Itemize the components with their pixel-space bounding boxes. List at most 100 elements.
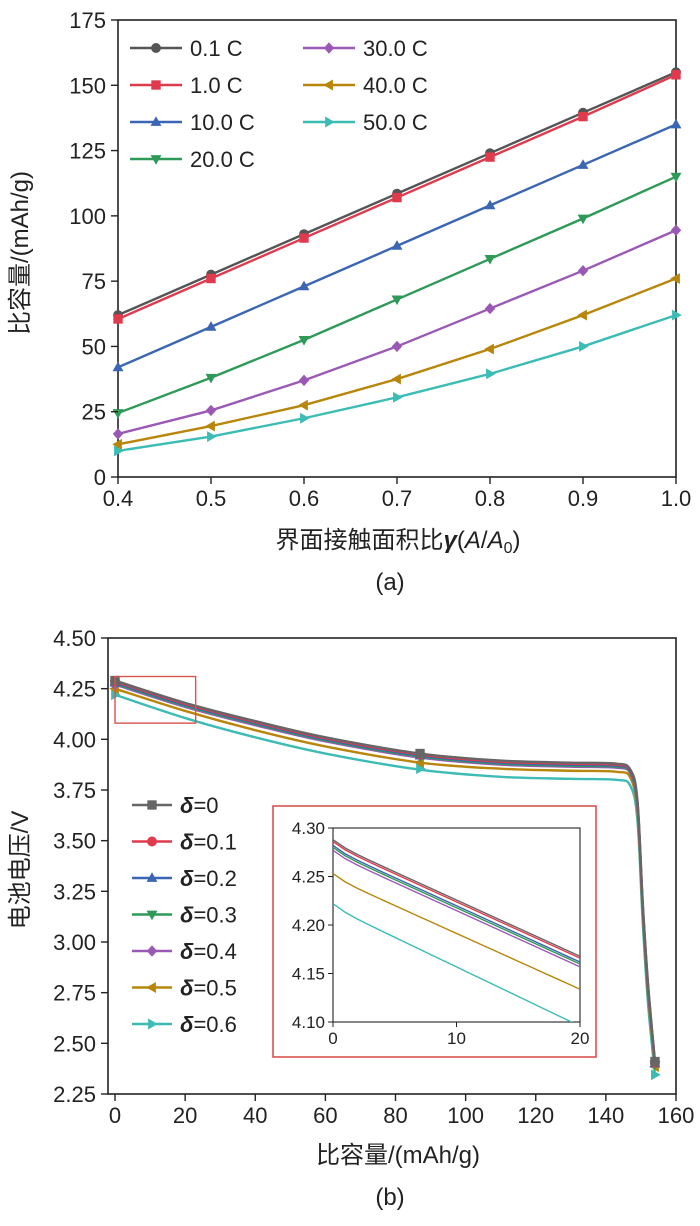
legend-label: δ=0.2	[180, 866, 237, 891]
y-tick-label: 175	[69, 8, 106, 33]
data-point	[298, 399, 308, 411]
data-point	[298, 336, 310, 346]
y-tick-label: 3.50	[53, 829, 96, 854]
legend-entry: 20.0 C	[130, 147, 255, 172]
series-20-0-C	[112, 172, 682, 419]
legend-entry: δ=0.6	[132, 1012, 237, 1037]
x-tick-label: 160	[658, 1103, 695, 1128]
legend-swatch-marker	[323, 42, 335, 54]
inset-x-tick-label: 20	[571, 1029, 590, 1048]
inset-line	[333, 841, 580, 959]
data-point	[391, 295, 403, 306]
x-tick-label: 40	[243, 1103, 267, 1128]
x-axis-title-var: A	[463, 527, 481, 554]
y-tick-label: 4.25	[53, 677, 96, 702]
y-tick-label: 100	[69, 204, 106, 229]
legend-entry: δ=0.5	[132, 976, 237, 1001]
legend-label: δ=0.4	[180, 939, 237, 964]
legend-delta-symbol: δ	[180, 1012, 194, 1037]
legend-label: δ=0.5	[180, 976, 237, 1001]
y-tick-label: 4.50	[53, 626, 96, 651]
data-point	[578, 111, 588, 122]
legend-swatch-marker	[151, 80, 161, 90]
legend-entry: 1.0 C	[130, 73, 243, 98]
data-point	[415, 748, 425, 759]
legend-delta-symbol: δ	[180, 976, 194, 1001]
data-point	[112, 361, 124, 372]
panel-b-label: (b)	[375, 1184, 404, 1211]
legend-entry: δ=0.3	[132, 903, 237, 928]
panel-a: 0.4 0.5 0.6 0.7 0.8 0.9 1.0 0 25 50 75 100 125 150 175…	[7, 8, 691, 596]
inset-line	[333, 839, 580, 957]
data-point	[484, 199, 496, 210]
data-point	[114, 445, 124, 457]
legend-delta-value: =0.5	[193, 976, 236, 1001]
y-tick-label: 2.25	[53, 1082, 96, 1107]
data-point	[112, 428, 124, 440]
x-tick-label: 0.9	[568, 486, 599, 511]
data-point	[298, 374, 310, 387]
panel-b-plot-area	[107, 637, 677, 1095]
panel-b-y-axis-title: 电池电压/V	[7, 811, 34, 930]
legend-label: 0.1 C	[190, 36, 243, 61]
x-tick-label: 0.5	[196, 486, 227, 511]
y-tick-label: 75	[82, 269, 106, 294]
data-point	[113, 314, 123, 324]
legend-delta-symbol: δ	[180, 866, 194, 891]
data-point	[205, 420, 215, 432]
legend-swatch-marker	[150, 116, 162, 126]
legend-delta-symbol: δ	[180, 939, 194, 964]
x-tick-label: 80	[383, 1103, 407, 1128]
x-tick-label: 100	[447, 1103, 484, 1128]
x-tick-label: 120	[517, 1103, 554, 1128]
legend-entry: δ=0.2	[132, 866, 237, 891]
data-point	[577, 309, 587, 321]
legend-swatch-marker	[323, 79, 333, 91]
inset-line	[333, 849, 580, 968]
data-point	[414, 757, 424, 769]
legend-label: 20.0 C	[190, 147, 255, 172]
legend-label: δ=0.1	[180, 830, 237, 855]
x-axis-title-open-paren: (	[457, 527, 465, 554]
inset-y-tick-label: 4.15	[292, 965, 325, 984]
x-tick-label: 0.6	[289, 486, 320, 511]
y-tick-label: 25	[82, 400, 106, 425]
legend-label: δ=0.3	[180, 903, 237, 928]
legend-label: 40.0 C	[363, 73, 428, 98]
legend-delta-value: =0.1	[193, 830, 236, 855]
x-axis-title-close-paren: )	[512, 527, 520, 554]
inset-line	[333, 844, 580, 963]
series-10-0-C	[112, 118, 682, 372]
series-line	[117, 313, 677, 453]
x-tick-label: 0	[109, 1103, 121, 1128]
x-tick-label: 60	[313, 1103, 337, 1128]
data-point	[391, 240, 403, 250]
panel-b-inset: 0 10 20 4.10 4.15 4.20 4.25 4.30	[272, 805, 597, 1058]
legend-entry: 30.0 C	[303, 36, 428, 61]
data-point	[670, 224, 682, 236]
panel-b-legend: δ=0δ=0.1δ=0.2δ=0.3δ=0.4δ=0.5δ=0.6	[132, 793, 237, 1037]
data-point	[670, 118, 682, 129]
series-line	[114, 679, 657, 1062]
panel-a-y-axis-title: 比容量/(mAh/g)	[7, 171, 34, 335]
x-tick-label: 20	[173, 1103, 197, 1128]
legend-delta-value: =0.6	[193, 1012, 236, 1037]
x-tick-label: 1.0	[661, 486, 692, 511]
data-point	[416, 763, 426, 775]
inset-y-tick-label: 4.10	[292, 1013, 325, 1032]
panel-a-x-axis-title: 界面接触面积比γ(A/A0)	[276, 527, 521, 557]
legend-label: δ=0.6	[180, 1012, 237, 1037]
y-tick-label: 50	[82, 334, 106, 359]
legend-swatch-marker	[147, 836, 157, 847]
legend-swatch-marker	[146, 910, 158, 921]
data-point	[484, 302, 496, 315]
x-axis-title-gamma: γ	[444, 527, 459, 554]
x-tick-label: 0.4	[103, 486, 134, 511]
legend-label: 1.0 C	[190, 73, 243, 98]
data-point	[205, 321, 217, 331]
legend-swatch-marker	[146, 982, 156, 993]
data-point	[205, 404, 217, 417]
legend-delta-value: =0.2	[193, 866, 236, 891]
legend-label: 50.0 C	[363, 110, 428, 135]
data-point	[486, 368, 496, 380]
